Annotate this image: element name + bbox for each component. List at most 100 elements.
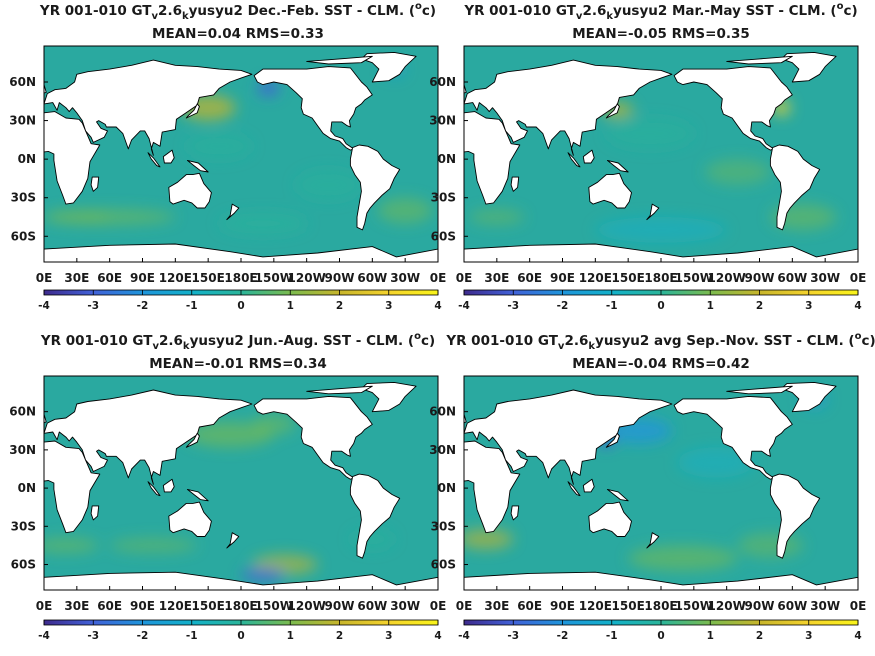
land-north_america (673, 66, 793, 151)
land-antarctica (464, 243, 858, 262)
colorbar-tick-label: 1 (287, 300, 294, 312)
x-tick-label: 90E (550, 599, 575, 613)
x-tick-label: 0E (456, 271, 473, 285)
x-tick-label: 60W (357, 271, 387, 285)
colorbar-tick-label: 3 (805, 630, 812, 642)
land-north_america (673, 395, 793, 480)
x-tick-label: 60E (97, 599, 122, 613)
x-tick-label: 90E (130, 271, 155, 285)
sst-field (464, 376, 858, 590)
anomaly-patch (677, 447, 755, 478)
sst-field (44, 376, 438, 590)
x-tick-label: 150E (192, 271, 225, 285)
anomaly-patch (464, 528, 514, 550)
x-tick-label: 180E (224, 271, 257, 285)
panel-stats: MEAN=-0.04 RMS=0.42 (572, 356, 750, 372)
colorbar-tick-label: -3 (507, 630, 519, 642)
land-australia (168, 172, 212, 209)
land-madagascar (510, 176, 520, 192)
x-tick-label: 150W (675, 599, 713, 613)
land-south_america (769, 473, 821, 559)
land-nz (646, 203, 660, 221)
land-nz (646, 532, 660, 549)
x-tick-label: 120E (579, 599, 612, 613)
panel-stats: MEAN=-0.01 RMS=0.34 (149, 356, 327, 372)
x-tick-label: 30W (810, 599, 840, 613)
x-tick-label: 60E (517, 271, 542, 285)
land-arctic_is (306, 55, 373, 65)
y-tick-label: 30S (11, 191, 36, 205)
colorbar-tick-label: 1 (707, 630, 714, 642)
land-japan (605, 432, 620, 448)
colorbar-tick-label: -2 (557, 300, 569, 312)
land-south_america (349, 473, 401, 559)
land-sumatra (567, 481, 581, 497)
colorbar-tick-label: 0 (657, 630, 664, 642)
land-japan (185, 103, 200, 119)
colorbar-tick-label: 0 (237, 300, 244, 312)
map-panel-1: YR 001-010 GTv2.6kyusyu2 Dec.-Feb. SST -… (9, 1, 446, 312)
colorbar-tick-label: 0 (657, 300, 664, 312)
x-tick-label: 30W (810, 271, 840, 285)
land-africa (44, 440, 101, 534)
colorbar-tick-label: -4 (458, 630, 470, 642)
x-tick-label: 60E (97, 271, 122, 285)
y-tick-label: 30N (429, 114, 456, 128)
continents (44, 51, 438, 262)
land-eurasia (464, 389, 673, 485)
anomaly-patch (295, 169, 362, 201)
map-panel-4: YR 001-010 GTv2.6kyusyu2 avg Sep.-Nov. S… (429, 331, 875, 642)
x-tick-label: 60W (777, 599, 807, 613)
x-tick-label: 120W (708, 271, 746, 285)
continents (464, 51, 858, 262)
anomaly-patch (469, 209, 525, 225)
colorbar: -4 -3 -2 -1 0 1 2 3 4 (458, 289, 862, 312)
land-uk (44, 413, 47, 424)
y-tick-label: 30N (9, 114, 36, 128)
land-eurasia (464, 59, 673, 156)
land-madagascar (90, 176, 100, 192)
sst-field (44, 46, 438, 262)
x-tick-label: 90W (745, 599, 775, 613)
anomaly-patch (737, 532, 804, 559)
colorbar-tick-label: 3 (385, 300, 392, 312)
colorbar-tick-label: -1 (606, 630, 618, 642)
anomaly-patch (44, 210, 110, 224)
land-greenland (360, 51, 417, 83)
x-tick-label: 120E (159, 271, 192, 285)
land-greenland (780, 51, 837, 83)
x-tick-label: 30W (390, 599, 420, 613)
panel-title: YR 001-010 GTv2.6kyusyu2 avg Sep.-Nov. S… (445, 331, 875, 352)
panel-title: YR 001-010 GTv2.6kyusyu2 Jun.-Aug. SST -… (40, 331, 435, 352)
land-borneo (582, 149, 595, 164)
land-newguinea (186, 488, 209, 502)
x-tick-label: 120E (159, 599, 192, 613)
y-tick-label: 30S (431, 519, 456, 533)
land-south_america (349, 144, 401, 231)
land-arctic_is (726, 55, 793, 65)
y-tick-label: 60N (9, 75, 36, 89)
land-south_america (769, 144, 821, 231)
land-borneo (162, 478, 175, 493)
x-tick-label: 30E (484, 599, 509, 613)
land-africa (44, 111, 101, 205)
colorbar-tick-label: 2 (756, 630, 763, 642)
y-tick-label: 60N (429, 75, 456, 89)
x-tick-label: 150W (675, 271, 713, 285)
colorbar-tick-label: -1 (186, 630, 198, 642)
land-australia (168, 501, 212, 537)
anomaly-patch (241, 568, 285, 582)
land-newguinea (186, 159, 209, 173)
land-uk (464, 84, 467, 94)
land-sumatra (147, 152, 161, 168)
y-tick-label: 30N (429, 443, 456, 457)
land-africa (464, 111, 521, 205)
x-tick-label: 30E (64, 599, 89, 613)
x-tick-label: 0E (36, 271, 53, 285)
x-tick-label: 120W (708, 599, 746, 613)
anomaly-patch (109, 537, 198, 554)
colorbar-tick-label: 4 (854, 630, 861, 642)
x-tick-label: 150E (192, 599, 225, 613)
colorbar-tick-label: -3 (87, 630, 99, 642)
y-tick-label: 60S (431, 229, 456, 243)
